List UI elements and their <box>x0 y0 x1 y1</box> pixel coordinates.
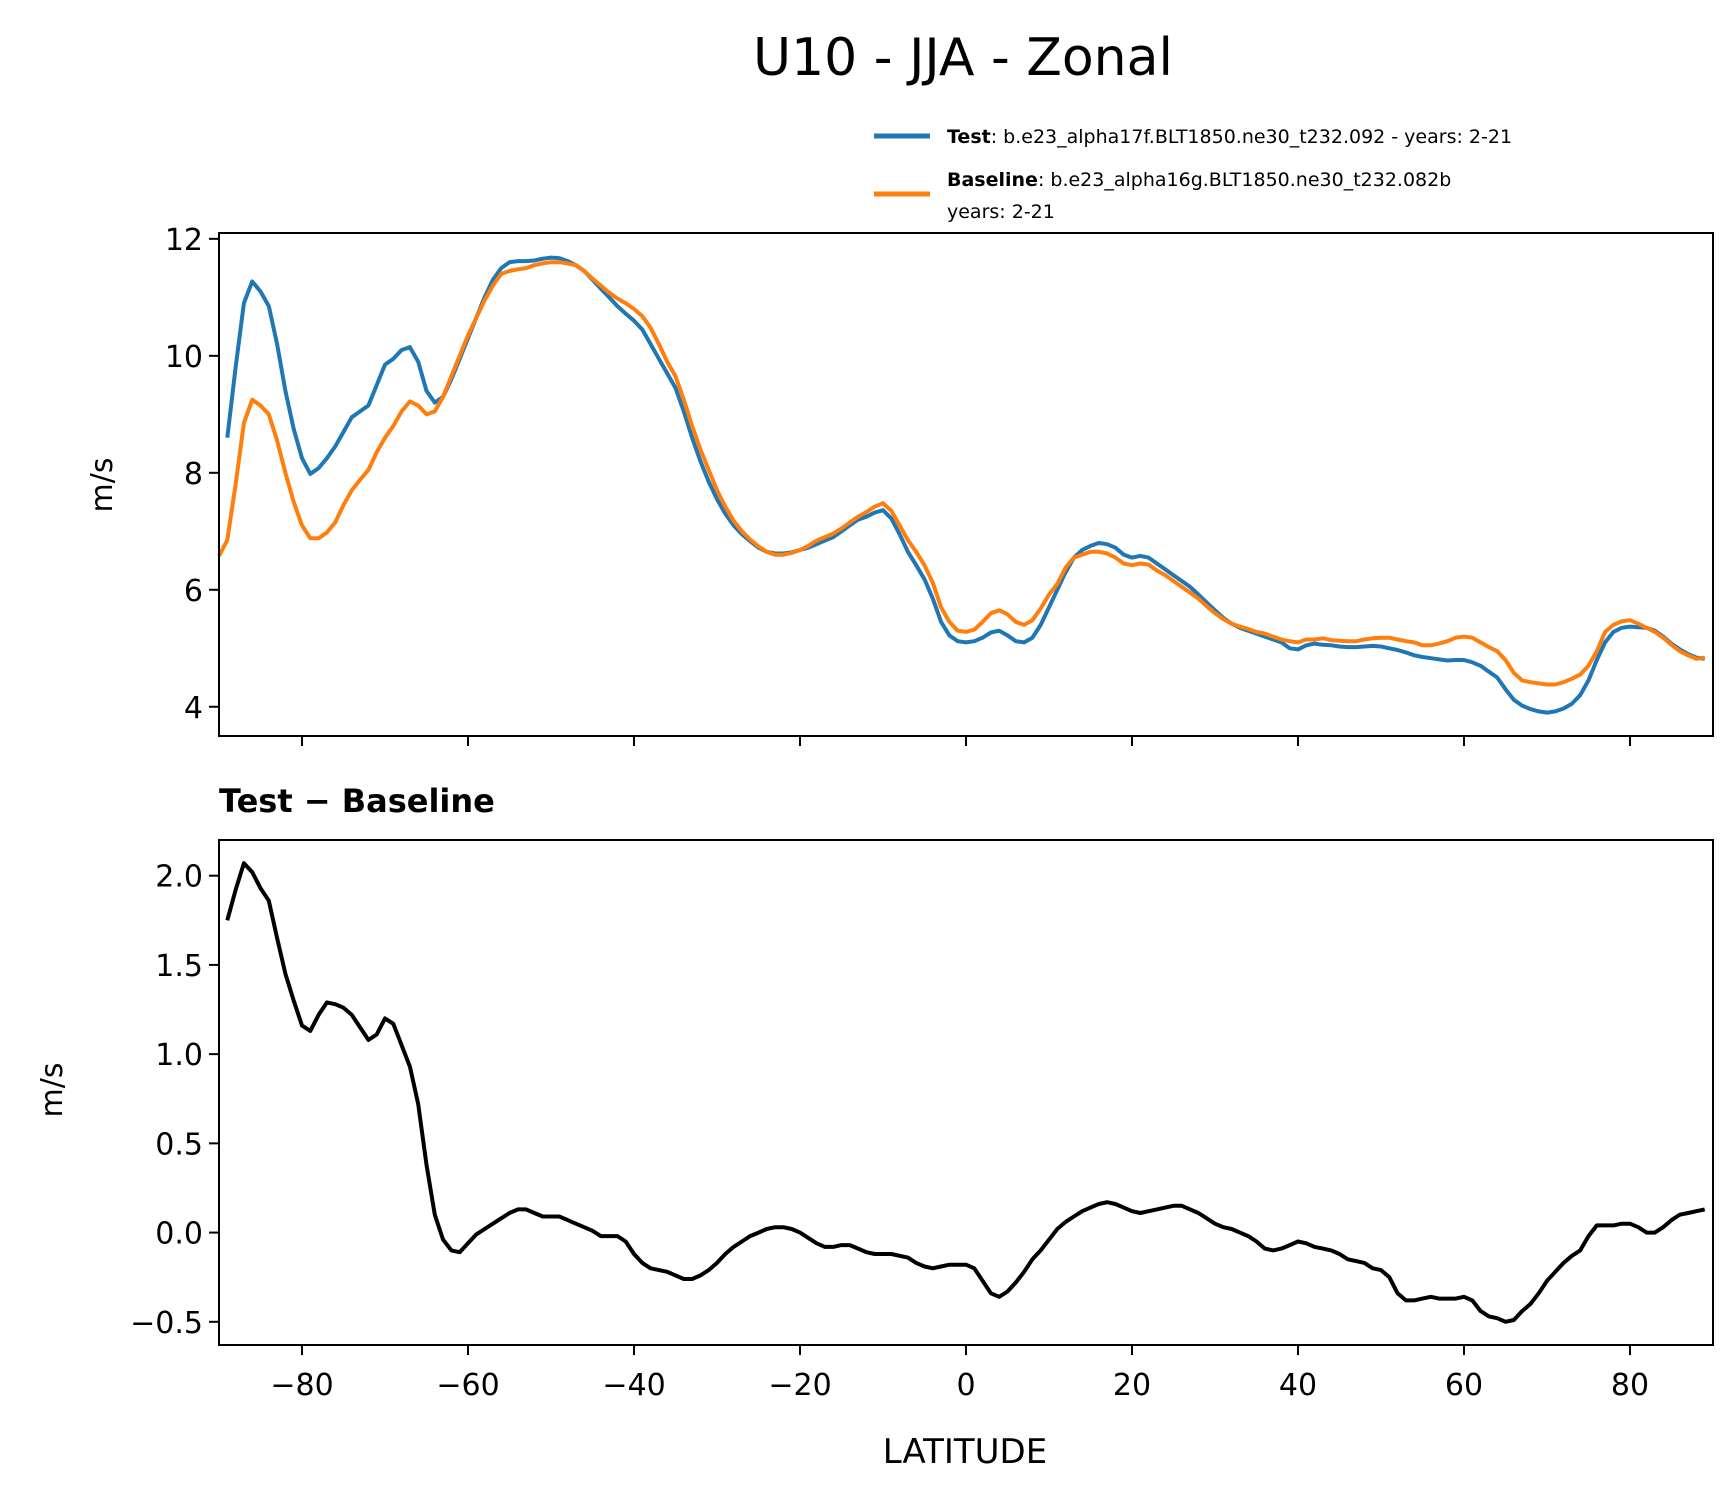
bottom-ytick-label: 0.0 <box>155 1217 203 1252</box>
top-ytick-label: 10 <box>165 340 203 375</box>
top-ytick-label: 8 <box>184 457 203 492</box>
bottom-axes-frame <box>218 839 1714 1346</box>
bottom-ytick-label: 0.5 <box>155 1127 203 1162</box>
bottom-ytick-label: 1.0 <box>155 1038 203 1073</box>
bottom-ytick-label: −0.5 <box>130 1306 203 1341</box>
top-ytick-label: 12 <box>165 223 203 258</box>
top-ytick-label: 4 <box>184 691 203 726</box>
x-axis-label: LATITUDE <box>883 1432 1047 1472</box>
bottom-panel: Test − Baseline −0.50.00.51.01.52.0 −80−… <box>35 782 1714 1472</box>
bottom-y-ticks: −0.5 0.0 0.5 1.0 1.5 2.0 <box>130 860 219 1341</box>
legend-test-label: Test: b.e23_alpha17f.BLT1850.ne30_t232.0… <box>947 126 1512 148</box>
top-ytick-label: 6 <box>184 574 203 609</box>
bottom-ytick-label: 1.5 <box>155 949 203 984</box>
top-axes-frame <box>218 232 1714 737</box>
bottom-ytick-label: 2.0 <box>155 860 203 895</box>
bottom-xtick-label: 80 <box>1611 1368 1649 1403</box>
top-ylabel: m/s <box>85 458 120 513</box>
diff-panel-title: Test − Baseline <box>219 782 495 820</box>
top-x-ticks <box>301 736 1631 746</box>
bottom-xtick-label: 20 <box>1113 1368 1151 1403</box>
bottom-xtick-label: 60 <box>1445 1368 1483 1403</box>
legend-test-bold: Test <box>947 126 991 148</box>
top-series-baseline <box>217 260 1705 687</box>
bottom-x-ticks: −80 −60 −40 −20 0 20 40 60 80 <box>270 1345 1649 1403</box>
legend-baseline-rest: : b.e23_alpha16g.BLT1850.ne30_t232.082b <box>1038 169 1451 191</box>
bottom-xtick-label: 40 <box>1279 1368 1317 1403</box>
legend: Test: b.e23_alpha17f.BLT1850.ne30_t232.0… <box>874 126 1512 223</box>
bottom-xtick-label: 0 <box>956 1368 975 1403</box>
top-y-ticks: 4 6 8 10 12 <box>165 223 219 726</box>
bottom-series <box>225 861 1706 1324</box>
bottom-xtick-label: −80 <box>270 1368 333 1403</box>
figure-title: U10 - JJA - Zonal <box>753 28 1173 88</box>
legend-baseline-label: Baseline: b.e23_alpha16g.BLT1850.ne30_t2… <box>947 169 1451 191</box>
bottom-xtick-label: −20 <box>768 1368 831 1403</box>
bottom-xtick-label: −60 <box>436 1368 499 1403</box>
legend-baseline-bold: Baseline <box>947 169 1038 191</box>
bottom-xtick-label: −40 <box>602 1368 665 1403</box>
bottom-series-test-baseline <box>225 861 1706 1324</box>
legend-baseline-years: years: 2-21 <box>947 201 1055 223</box>
bottom-ylabel: m/s <box>35 1063 70 1118</box>
top-panel: 4 6 8 10 12 m/s <box>85 223 1714 746</box>
legend-test-rest: : b.e23_alpha17f.BLT1850.ne30_t232.092 -… <box>991 126 1512 148</box>
top-series <box>217 255 1705 715</box>
